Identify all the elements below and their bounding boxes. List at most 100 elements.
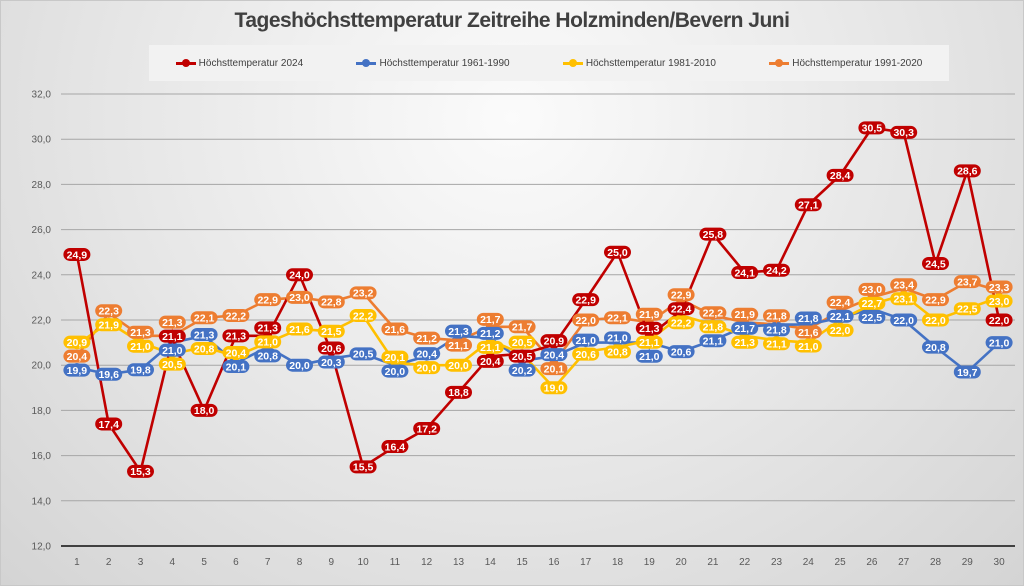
data-label-1991-2020: 21,7 (480, 314, 501, 326)
data-label-bg-1961-1990 (476, 326, 504, 340)
data-label-1981-2010: 21,1 (766, 339, 787, 351)
data-label-2024: 30,5 (862, 123, 883, 135)
data-label-1961-1990: 21,0 (607, 333, 628, 345)
x-tick-label: 2 (106, 557, 112, 568)
y-tick-label: 18,0 (32, 406, 52, 417)
data-label-bg-2024 (540, 334, 568, 348)
data-label-bg-1961-1990 (667, 345, 695, 359)
data-label-bg-1961-1990 (604, 331, 631, 345)
data-label-bg-1981-2010 (763, 337, 790, 351)
data-label-bg-2024 (190, 403, 218, 417)
data-label-bg-2024 (286, 268, 313, 282)
data-label-2024: 24,2 (766, 265, 787, 277)
data-label-bg-1961-1990 (794, 311, 822, 325)
data-label-bg-1961-1990 (381, 364, 409, 378)
legend-marker-icon (175, 59, 196, 67)
data-label-1991-2020: 22,3 (98, 306, 119, 318)
data-label-1961-1990: 21,3 (194, 329, 215, 341)
data-label-1981-2010: 21,6 (289, 324, 310, 336)
data-label-bg-2024 (222, 329, 250, 343)
x-tick-label: 25 (835, 557, 847, 568)
data-label-bg-2024 (349, 460, 377, 474)
data-label-1961-1990: 20,8 (257, 351, 278, 363)
data-label-1961-1990: 19,8 (130, 365, 151, 377)
data-label-bg-1961-1990 (286, 358, 313, 372)
legend-item: Höchsttemperatur 1981-2010 (562, 58, 716, 69)
data-label-bg-1991-2020 (572, 313, 600, 327)
data-label-1991-2020: 21,7 (512, 322, 533, 334)
data-label-bg-1991-2020 (699, 306, 727, 320)
data-label-bg-1981-2010 (858, 296, 886, 310)
chart-title: Tageshöchsttemperatur Zeitreihe Holzmind… (234, 9, 790, 32)
data-label-1961-1990: 21,7 (734, 323, 755, 335)
data-label-2024: 21,3 (639, 323, 660, 335)
data-label-bg-2024 (127, 464, 154, 478)
data-label-1981-2010: 20,1 (385, 352, 406, 364)
data-label-bg-1981-2010 (286, 322, 313, 336)
data-label-1991-2020: 22,9 (925, 294, 946, 306)
x-tick-label: 17 (580, 557, 592, 568)
data-label-bg-2024 (254, 321, 282, 335)
data-label-bg-2024 (508, 349, 536, 363)
y-tick-label: 30,0 (32, 135, 52, 146)
data-label-bg-2024 (381, 440, 409, 454)
data-label-bg-2024 (699, 227, 727, 241)
data-label-2024: 25,0 (607, 247, 628, 259)
data-label-bg-1961-1990 (953, 365, 981, 379)
data-label-1981-2010: 21,1 (480, 342, 501, 354)
data-label-1961-1990: 22,1 (830, 311, 851, 323)
data-label-bg-2024 (445, 385, 472, 399)
legend-item: Höchsttemperatur 2024 (175, 58, 303, 69)
data-label-bg-1961-1990 (985, 336, 1013, 350)
data-label-bg-1991-2020 (95, 304, 123, 318)
data-label-2024: 25,8 (703, 229, 724, 241)
data-label-bg-1981-2010 (953, 302, 981, 316)
x-tick-label: 30 (994, 557, 1006, 568)
data-label-2024: 22,9 (575, 294, 596, 306)
data-label-1991-2020: 21,3 (162, 317, 183, 329)
y-tick-label: 12,0 (32, 542, 52, 553)
data-label-1961-1990: 21,8 (766, 325, 787, 337)
x-tick-label: 29 (962, 557, 974, 568)
data-label-1961-1990: 20,2 (512, 365, 533, 377)
data-label-bg-1981-2010 (540, 381, 568, 395)
x-tick-label: 28 (930, 557, 942, 568)
x-tick-label: 19 (644, 557, 656, 568)
x-tick-label: 27 (898, 557, 910, 568)
data-label-1961-1990: 21,1 (703, 336, 724, 348)
x-tick-label: 22 (739, 557, 751, 568)
data-label-bg-1991-2020 (254, 293, 282, 307)
data-label-1981-2010: 20,4 (226, 347, 247, 359)
data-label-bg-1981-2010 (922, 313, 949, 327)
data-label-bg-1961-1990 (413, 347, 441, 361)
data-label-bg-1991-2020 (349, 286, 377, 300)
data-label-bg-1991-2020 (413, 331, 441, 345)
x-tick-label: 9 (329, 557, 335, 568)
data-label-2024: 15,3 (130, 466, 151, 478)
data-label-1991-2020: 23,7 (957, 276, 978, 288)
x-tick-label: 21 (707, 557, 719, 568)
data-label-bg-2024 (604, 245, 631, 259)
data-label-2024: 22,0 (989, 315, 1010, 327)
data-label-bg-1961-1990 (222, 360, 250, 374)
data-label-bg-1981-2010 (63, 335, 91, 349)
data-label-1981-2010: 22,0 (830, 325, 851, 337)
data-label-bg-1981-2010 (95, 318, 123, 332)
data-label-1981-2010: 21,0 (257, 337, 278, 349)
data-label-bg-1961-1990 (540, 348, 568, 362)
data-label-1981-2010: 23,0 (989, 296, 1010, 308)
data-label-bg-1961-1990 (508, 363, 536, 377)
data-label-bg-1981-2010 (794, 339, 822, 353)
data-label-bg-2024 (731, 266, 759, 280)
data-label-2024: 17,2 (416, 423, 437, 435)
data-label-1991-2020: 23,0 (862, 284, 883, 296)
data-label-bg-2024 (858, 121, 886, 135)
data-label-bg-1991-2020 (476, 312, 504, 326)
data-label-bg-1981-2010 (445, 358, 472, 372)
data-label-2024: 17,4 (98, 419, 119, 431)
data-label-bg-2024 (794, 198, 822, 212)
data-label-bg-1991-2020 (63, 349, 91, 363)
data-label-1991-2020: 22,4 (830, 297, 851, 309)
data-label-2024: 24,0 (289, 270, 310, 282)
